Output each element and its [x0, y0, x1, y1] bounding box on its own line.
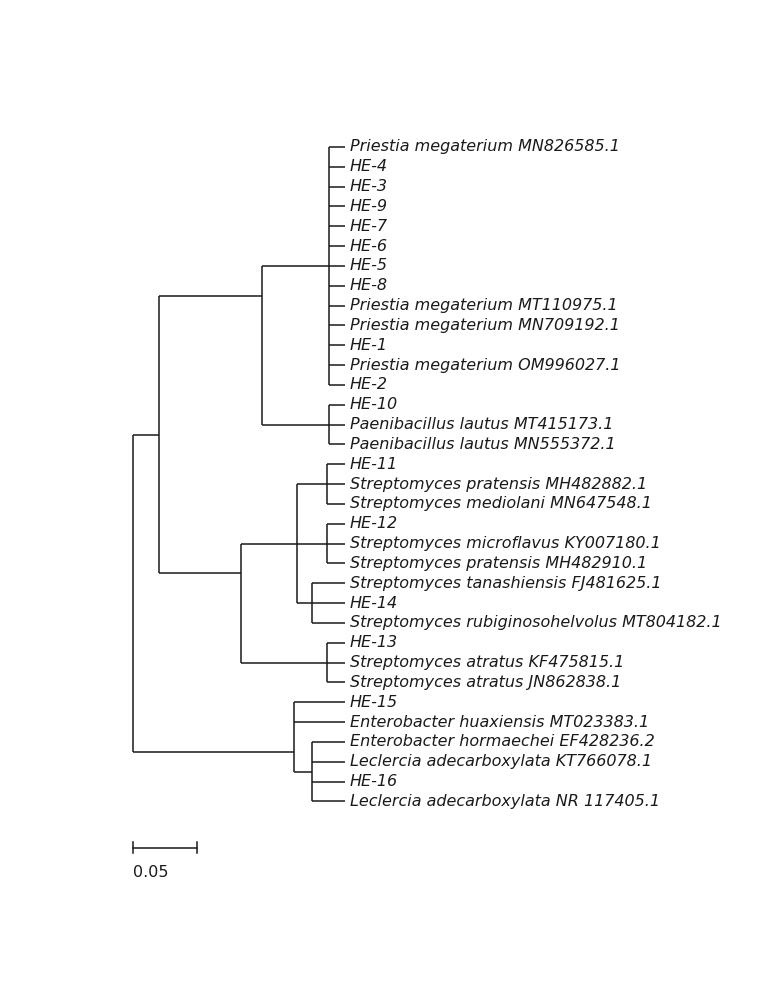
Text: HE-8: HE-8 — [350, 278, 388, 293]
Text: Priestia megaterium MN709192.1: Priestia megaterium MN709192.1 — [350, 318, 620, 333]
Text: HE-15: HE-15 — [350, 695, 398, 710]
Text: Streptomyces rubiginosohelvolus MT804182.1: Streptomyces rubiginosohelvolus MT804182… — [350, 615, 721, 630]
Text: Streptomyces microflavus KY007180.1: Streptomyces microflavus KY007180.1 — [350, 536, 661, 551]
Text: Streptomyces atratus JN862838.1: Streptomyces atratus JN862838.1 — [350, 675, 621, 690]
Text: Priestia megaterium MN826585.1: Priestia megaterium MN826585.1 — [350, 139, 620, 154]
Text: HE-6: HE-6 — [350, 239, 388, 254]
Text: HE-14: HE-14 — [350, 596, 398, 611]
Text: Leclercia adecarboxylata KT766078.1: Leclercia adecarboxylata KT766078.1 — [350, 754, 652, 769]
Text: HE-5: HE-5 — [350, 258, 388, 273]
Text: Priestia megaterium OM996027.1: Priestia megaterium OM996027.1 — [350, 358, 620, 373]
Text: Streptomyces mediolani MN647548.1: Streptomyces mediolani MN647548.1 — [350, 496, 652, 511]
Text: HE-3: HE-3 — [350, 179, 388, 194]
Text: HE-1: HE-1 — [350, 338, 388, 353]
Text: HE-13: HE-13 — [350, 635, 398, 650]
Text: Streptomyces pratensis MH482910.1: Streptomyces pratensis MH482910.1 — [350, 556, 647, 571]
Text: HE-4: HE-4 — [350, 159, 388, 174]
Text: HE-12: HE-12 — [350, 516, 398, 531]
Text: Streptomyces atratus KF475815.1: Streptomyces atratus KF475815.1 — [350, 655, 624, 670]
Text: HE-7: HE-7 — [350, 219, 388, 234]
Text: Enterobacter huaxiensis MT023383.1: Enterobacter huaxiensis MT023383.1 — [350, 715, 649, 730]
Text: Priestia megaterium MT110975.1: Priestia megaterium MT110975.1 — [350, 298, 618, 313]
Text: 0.05: 0.05 — [132, 865, 168, 880]
Text: Paenibacillus lautus MN555372.1: Paenibacillus lautus MN555372.1 — [350, 437, 615, 452]
Text: HE-16: HE-16 — [350, 774, 398, 789]
Text: HE-10: HE-10 — [350, 397, 398, 412]
Text: Streptomyces tanashiensis FJ481625.1: Streptomyces tanashiensis FJ481625.1 — [350, 576, 662, 591]
Text: Streptomyces pratensis MH482882.1: Streptomyces pratensis MH482882.1 — [350, 477, 647, 492]
Text: Leclercia adecarboxylata NR 117405.1: Leclercia adecarboxylata NR 117405.1 — [350, 794, 660, 809]
Text: Enterobacter hormaechei EF428236.2: Enterobacter hormaechei EF428236.2 — [350, 734, 655, 749]
Text: Paenibacillus lautus MT415173.1: Paenibacillus lautus MT415173.1 — [350, 417, 613, 432]
Text: HE-9: HE-9 — [350, 199, 388, 214]
Text: HE-2: HE-2 — [350, 377, 388, 392]
Text: HE-11: HE-11 — [350, 457, 398, 472]
